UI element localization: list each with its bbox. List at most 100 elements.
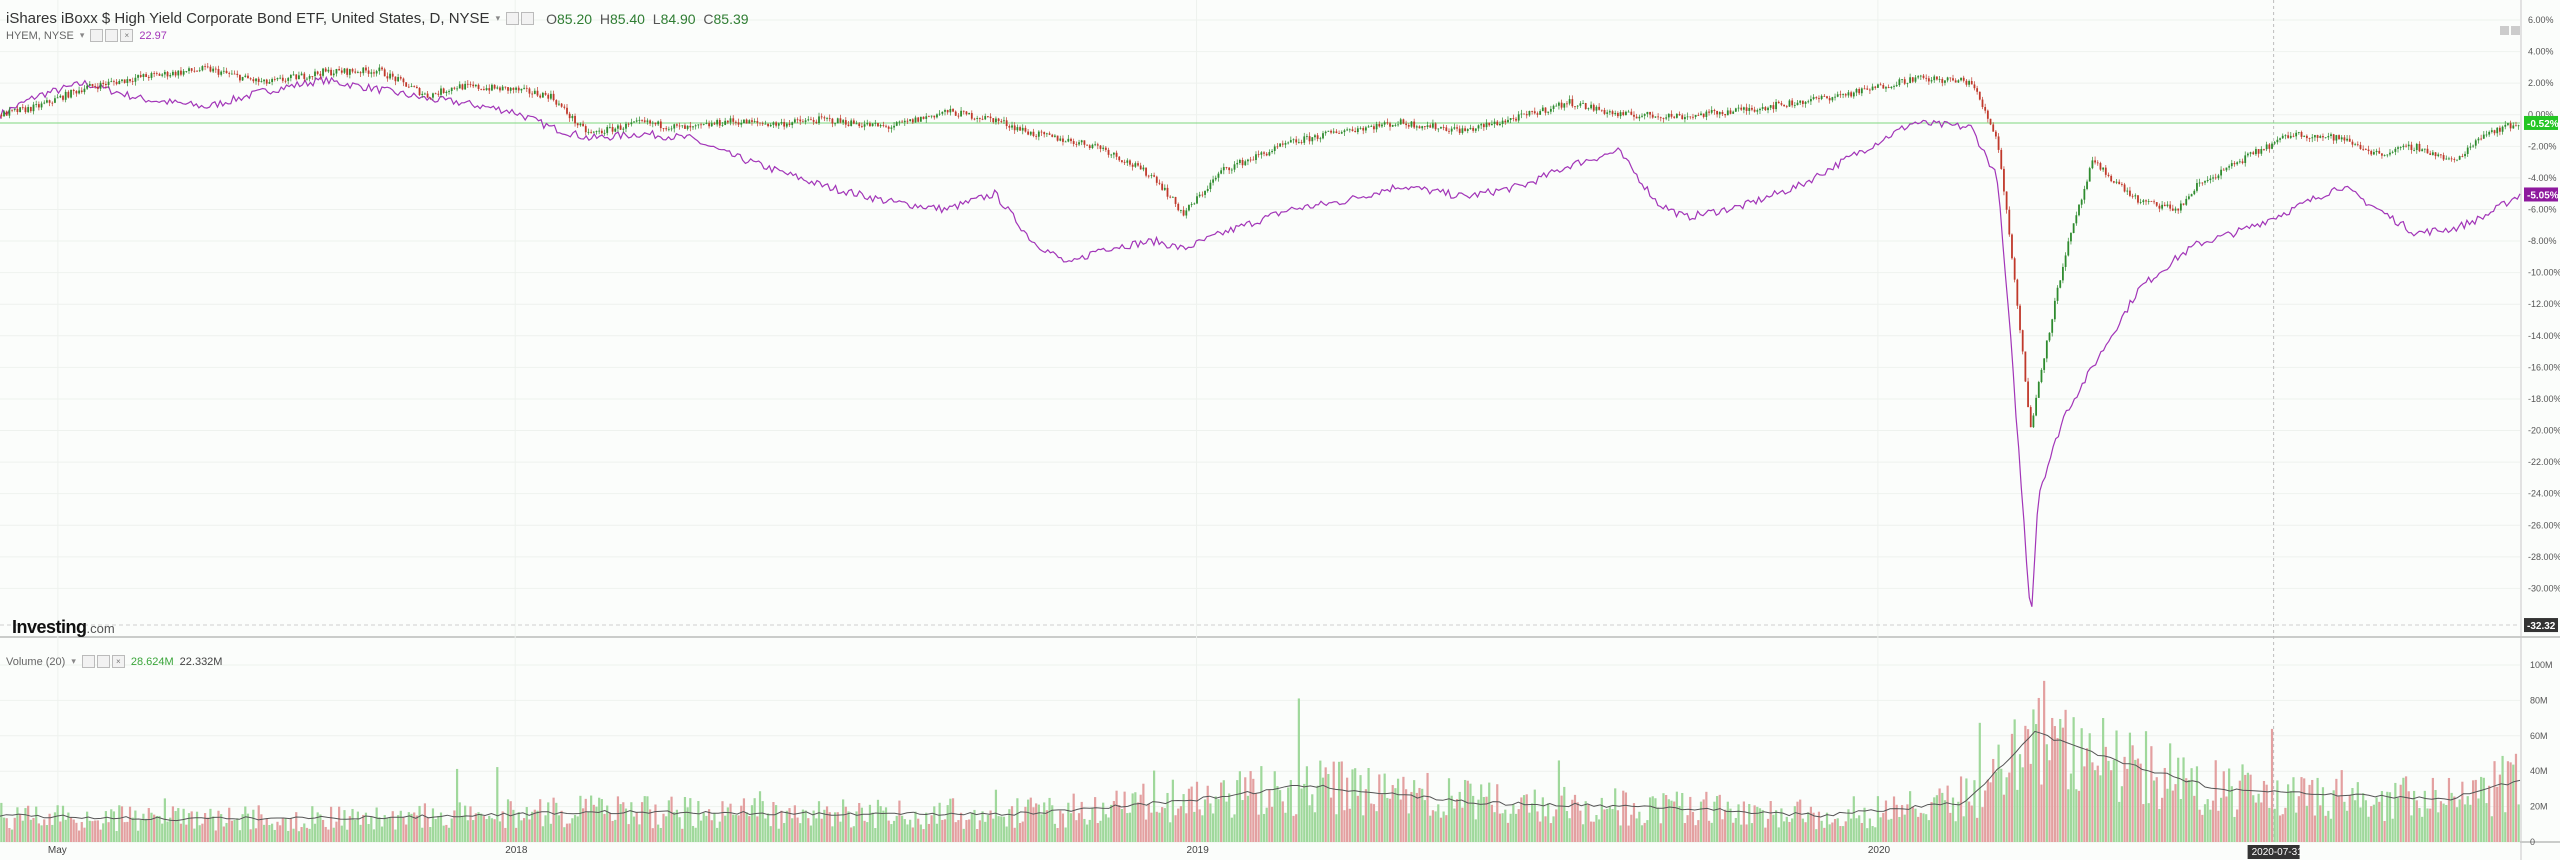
compare-controls: × (90, 29, 134, 42)
chevron-down-icon[interactable]: ▾ (71, 656, 76, 666)
candle-body (729, 118, 732, 123)
volume-bar (2429, 808, 2432, 842)
volume-bar (646, 796, 649, 842)
candle-body (54, 98, 56, 103)
candle-body (2469, 146, 2472, 148)
candle-body (1062, 138, 1064, 142)
volume-bar (1450, 795, 1453, 842)
candle-body (544, 92, 547, 95)
volume-bar (1809, 806, 1813, 842)
close-icon[interactable]: × (120, 29, 134, 42)
y-tick-label: -4.00% (2528, 173, 2557, 183)
candle-body (745, 119, 748, 124)
candle-body (1665, 117, 1668, 119)
candle-body (678, 125, 681, 127)
maximize-icon[interactable] (2500, 26, 2509, 35)
volume-bar (1648, 797, 1652, 842)
volume-bar (590, 795, 593, 842)
candle-body (2013, 258, 2016, 280)
volume-bar (429, 827, 432, 842)
candle-body (2225, 167, 2228, 171)
volume-bar (1437, 804, 1440, 842)
candle-body (1726, 110, 1729, 116)
volume-bar (1236, 780, 1239, 842)
volume-bar (2128, 732, 2132, 842)
candle-body (759, 122, 761, 124)
candle-body (1828, 98, 1831, 101)
candle-body (622, 128, 625, 130)
volume-bar (1372, 804, 1376, 842)
chevron-down-icon[interactable]: ▾ (79, 30, 85, 40)
volume-bar (292, 828, 295, 842)
volume-bar (2324, 815, 2327, 842)
volume-bar (1812, 812, 1815, 842)
volume-bar (970, 812, 973, 842)
candle-body (1716, 110, 1718, 115)
candle-body (753, 121, 756, 122)
candle-body (1086, 144, 1088, 146)
candle-body (332, 73, 335, 76)
settings-icon[interactable] (521, 12, 535, 25)
volume-bar (1657, 807, 1660, 842)
instrument-title[interactable]: iShares iBoxx $ High Yield Corporate Bon… (6, 10, 490, 27)
volume-bar (742, 798, 746, 842)
candle-body (121, 79, 123, 81)
volume-bar (1815, 829, 1818, 842)
chevron-down-icon[interactable]: ▾ (495, 13, 501, 23)
compare-label[interactable]: HYEM, NYSE (6, 29, 74, 42)
candle-body (635, 120, 638, 122)
volume-bar (933, 806, 936, 842)
volume-bar (2273, 808, 2276, 842)
eye-icon[interactable] (81, 655, 95, 668)
candle-body (1700, 113, 1702, 116)
candle-body (1984, 107, 1987, 111)
candle-body (456, 88, 458, 90)
candle-body (826, 118, 828, 119)
volume-bar (2131, 745, 2134, 842)
volume-bar (1876, 796, 1880, 842)
candle-body (1230, 169, 1233, 171)
volume-bar (1587, 804, 1590, 842)
candle-body (2437, 154, 2440, 157)
volume-bar (1791, 818, 1794, 842)
candle-body (230, 73, 233, 75)
settings-icon[interactable] (105, 29, 119, 42)
candle-body (415, 86, 418, 89)
candle-body (1944, 80, 1946, 83)
candle-body (2037, 382, 2040, 398)
volume-bar (2085, 748, 2089, 842)
volume-bar (2024, 725, 2027, 842)
candle-body (292, 74, 295, 76)
volume-bar (2139, 763, 2142, 842)
volume-bar (1611, 809, 1614, 842)
volume-tick-label: 60M (2530, 731, 2548, 741)
candle-body (145, 74, 148, 77)
settings-icon[interactable] (96, 655, 110, 668)
close-icon[interactable]: × (111, 655, 125, 668)
candle-body (2402, 145, 2405, 148)
volume-bar (447, 827, 451, 842)
candle-body (2276, 139, 2279, 143)
volume-label[interactable]: Volume (20) (6, 655, 66, 668)
candle-body (1927, 78, 1930, 82)
price-pane[interactable] (0, 63, 2521, 607)
volume-bar (1774, 810, 1778, 842)
eye-icon[interactable] (90, 29, 104, 42)
candle-body (1496, 121, 1499, 126)
volume-bar (134, 810, 137, 842)
candle-body (2086, 181, 2088, 189)
volume-bar (1817, 811, 1821, 842)
candle-body (2498, 127, 2501, 132)
candle-body (2016, 279, 2019, 306)
candle-body (432, 93, 434, 98)
volume-pane[interactable] (0, 680, 2521, 842)
volume-bar (707, 809, 711, 842)
volume-bar (300, 827, 303, 842)
volume-bar (2308, 784, 2311, 842)
volume-bar (1614, 788, 1617, 842)
volume-bar (592, 804, 595, 842)
eye-icon[interactable] (506, 12, 520, 25)
collapse-icon[interactable] (2511, 26, 2520, 35)
candle-body (1759, 108, 1761, 111)
